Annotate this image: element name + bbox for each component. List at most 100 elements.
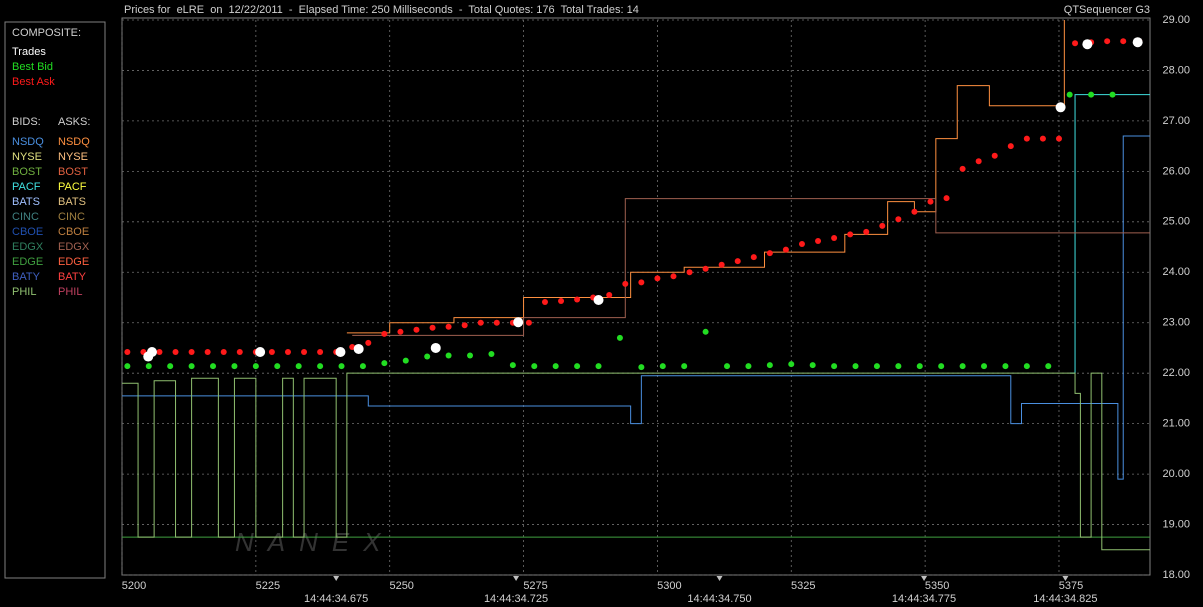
point [1109,91,1116,98]
y-tick-label: 19.00 [1162,518,1190,530]
point [927,198,934,205]
point [959,363,966,370]
point [895,363,902,370]
y-tick-label: 24.00 [1162,266,1190,278]
point [1072,40,1079,47]
x-tick-label: 5200 [122,580,146,592]
point [975,158,982,165]
y-tick-label: 27.00 [1162,115,1190,127]
time-label: 14:44:34.750 [687,593,751,605]
point [220,348,227,355]
point [397,328,404,335]
y-tick-label: 18.00 [1162,569,1190,581]
point [895,216,902,223]
point [525,319,532,326]
point [574,296,581,303]
time-marker [921,576,928,581]
product: QTSequencer G3 [1064,4,1150,16]
point [552,363,559,370]
point [1066,91,1073,98]
point [338,363,345,370]
point [445,323,452,330]
legend-entry: EDGX [58,241,90,253]
y-tick-label: 25.00 [1162,216,1190,228]
point [513,317,524,328]
point [274,363,281,370]
legend-entry: BOST [12,166,42,178]
point [1045,363,1052,370]
time-label: 14:44:34.825 [1033,593,1097,605]
point [766,362,773,369]
point [493,319,500,326]
legend-entry: PHIL [58,286,82,298]
point [1082,39,1093,50]
point [916,363,923,370]
point [210,363,217,370]
time-label: 14:44:34.725 [484,593,548,605]
point [1055,135,1062,142]
legend-entry: BATY [12,271,41,283]
point [654,275,661,282]
point [593,295,604,306]
point [847,231,854,238]
point [782,246,789,253]
point [284,348,291,355]
legend-entry: Best Ask [12,76,55,88]
point [616,334,623,341]
legend-entry: Best Bid [12,61,53,73]
watermark: NANEX [235,527,395,557]
point [359,363,366,370]
legend-entry: CBOE [58,226,89,238]
point [638,364,645,371]
point [156,348,163,355]
x-tick-label: 5325 [791,580,815,592]
legend-entry: CINC [12,211,39,223]
x-tick-label: 5375 [1059,580,1083,592]
point [1002,363,1009,370]
point [606,291,613,298]
y-tick-label: 23.00 [1162,317,1190,329]
y-tick-label: 26.00 [1162,165,1190,177]
point [863,228,870,235]
point [429,324,436,331]
point [981,363,988,370]
x-tick-label: 5350 [925,580,949,592]
point [317,363,324,370]
point [365,339,372,346]
point [681,363,688,370]
point [659,363,666,370]
point [461,322,468,329]
quote-line [346,20,1065,334]
point [124,363,131,370]
legend-entry: CINC [58,211,85,223]
point [809,362,816,369]
point [301,348,308,355]
point [381,330,388,337]
point [1039,135,1046,142]
point [146,346,157,357]
point [724,363,731,370]
legend-entry: PACF [58,181,87,193]
quote-line [122,372,1150,551]
legend-entry: EDGE [58,256,89,268]
point [445,352,452,359]
point [430,342,441,353]
point [413,326,420,333]
point [558,298,565,305]
point [402,357,409,364]
point [477,319,484,326]
point [1023,135,1030,142]
point [574,363,581,370]
legend-panel [4,21,106,579]
legend-heading: COMPOSITE: [12,27,81,39]
point [815,237,822,244]
point [531,363,538,370]
legend-entry: BATY [58,271,87,283]
point [1007,143,1014,150]
point [718,261,725,268]
point [831,234,838,241]
point [702,328,709,335]
point [686,269,693,276]
point [236,348,243,355]
